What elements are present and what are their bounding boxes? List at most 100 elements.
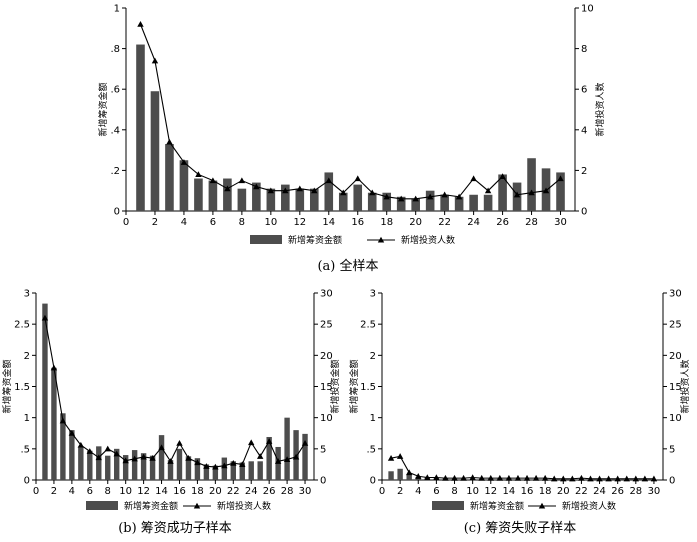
line-marker [557, 175, 564, 182]
bar [353, 184, 363, 211]
line-marker [650, 475, 658, 482]
line-marker [238, 177, 246, 184]
x-tick-label: 30 [648, 486, 661, 497]
bar [454, 196, 464, 211]
line-marker [301, 440, 309, 446]
right-tick-label: 20 [669, 351, 682, 362]
x-tick-label: 2 [397, 486, 403, 497]
x-tick-label: 24 [467, 217, 480, 228]
bar [185, 456, 192, 480]
line-marker [542, 187, 550, 194]
bar [176, 448, 183, 480]
x-tick-label: 6 [210, 217, 216, 228]
left-tick-label: 2.5 [360, 320, 376, 331]
bar [266, 436, 272, 480]
bar [212, 465, 219, 480]
line-marker [596, 475, 603, 482]
bar [158, 435, 165, 480]
x-tick-label: 22 [575, 486, 588, 497]
line-marker [505, 474, 513, 481]
line-marker [113, 450, 120, 457]
bar [397, 468, 403, 480]
x-tick-label: 4 [181, 217, 187, 228]
left-tick-label: 1 [114, 4, 120, 15]
line-marker [122, 457, 129, 464]
right-tick-label: 5 [320, 444, 326, 455]
left-tick-label: .4 [110, 125, 120, 136]
bar [223, 178, 232, 211]
line-marker [532, 474, 540, 481]
line-marker [560, 475, 567, 482]
x-tick-label: 28 [281, 486, 294, 497]
legend-bar-label: 新增筹资金额 [288, 234, 342, 246]
bar [60, 413, 66, 480]
line-marker [149, 454, 156, 461]
legend-bar-label: 新增筹资金额 [470, 500, 524, 512]
bar [140, 453, 147, 480]
line-marker [104, 445, 111, 452]
x-tick-label: 0 [123, 217, 129, 228]
bar [324, 172, 334, 211]
line-marker [424, 474, 431, 481]
line-marker [369, 189, 376, 196]
bar [266, 188, 276, 211]
right-axis-label: 新增投资人数 [679, 359, 691, 413]
line-marker [340, 189, 347, 196]
x-tick-label: 6 [433, 486, 439, 497]
x-tick-label: 14 [322, 217, 335, 228]
left-tick-label: .5 [20, 444, 30, 455]
left-tick-label: 2 [370, 351, 376, 362]
bar [167, 460, 174, 480]
line-marker [185, 454, 192, 461]
line-marker [267, 187, 275, 194]
line-marker [41, 314, 49, 321]
x-tick-label: 16 [351, 217, 364, 228]
legend: 新增筹资金额 新增投资人数 [250, 234, 455, 246]
line-marker [50, 364, 58, 371]
x-tick-label: 20 [557, 486, 570, 497]
right-tick-label: 25 [320, 320, 333, 331]
bar [96, 446, 102, 480]
right-tick-label: 6 [581, 85, 587, 96]
legend-bar-swatch [86, 501, 118, 510]
x-tick-label: 8 [105, 486, 111, 497]
bar [388, 471, 394, 480]
x-tick-label: 14 [155, 486, 168, 497]
left-tick-label: 3 [370, 289, 376, 300]
bar [69, 430, 75, 480]
bar [203, 464, 210, 480]
bar [411, 198, 420, 211]
line-marker [95, 454, 102, 461]
x-tick-label: 16 [173, 486, 186, 497]
line-marker [514, 474, 522, 481]
x-tick-label: 22 [227, 486, 240, 497]
line-marker [274, 458, 282, 464]
right-axis-label: 新增投资金额 [329, 359, 341, 413]
left-axis-label: 新增筹资金额 [1, 359, 13, 413]
right-tick-label: 4 [581, 125, 587, 136]
bar [42, 303, 48, 480]
line-marker [86, 448, 94, 454]
left-tick-label: 3 [24, 289, 30, 300]
right-tick-label: 30 [320, 289, 333, 300]
bar [237, 188, 247, 211]
x-tick-label: 26 [263, 486, 276, 497]
x-tick-label: 18 [380, 217, 393, 228]
left-tick-label: 1 [370, 413, 376, 424]
line-marker [541, 474, 549, 481]
line-marker [487, 474, 494, 481]
line-marker [397, 195, 405, 202]
right-tick-label: 0 [320, 476, 326, 487]
bar [51, 367, 57, 480]
x-tick-label: 4 [69, 486, 75, 497]
line-marker [212, 463, 219, 470]
x-tick-label: 0 [33, 486, 39, 497]
bar [208, 180, 218, 211]
line-marker [239, 461, 246, 467]
line-marker [387, 454, 395, 461]
line-marker [455, 193, 463, 200]
right-tick-label: 5 [669, 444, 675, 455]
line-marker [460, 474, 467, 481]
left-axis-label: 新增筹资金额 [348, 359, 360, 413]
legend-line-marker [193, 502, 201, 509]
